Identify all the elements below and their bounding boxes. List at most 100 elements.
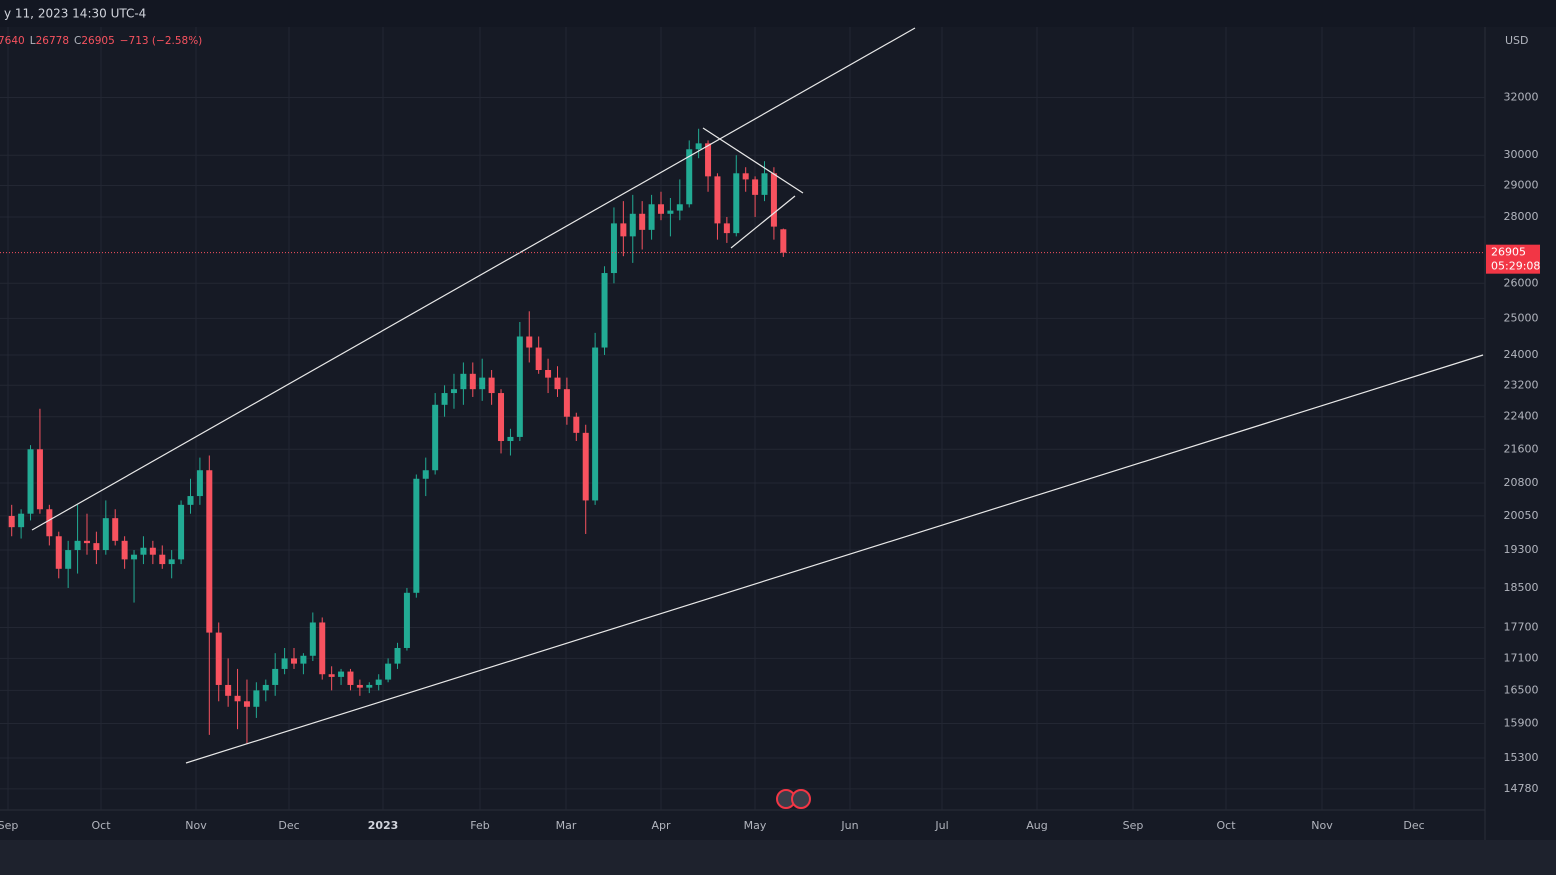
- candle-body: [225, 684, 232, 696]
- candle-body: [356, 684, 363, 688]
- candle-body: [338, 671, 345, 677]
- legend-text: 7640: [0, 35, 25, 47]
- y-tick-label: 17100: [1504, 651, 1539, 664]
- candle-body: [648, 204, 655, 230]
- y-tick-label: 21600: [1504, 442, 1539, 455]
- candle-body: [272, 668, 279, 685]
- y-tick-label: 29000: [1504, 179, 1539, 192]
- candle-body: [375, 679, 382, 685]
- candle-body: [347, 671, 354, 685]
- candle-body: [215, 632, 222, 685]
- candle-body: [554, 377, 561, 390]
- y-tick-label: 15900: [1504, 717, 1539, 730]
- candle-body: [469, 373, 476, 390]
- x-tick-label: Nov: [185, 819, 207, 832]
- legend-text: 26778: [36, 35, 69, 47]
- y-tick-label: 28000: [1504, 210, 1539, 223]
- candle-body: [610, 223, 617, 274]
- event-icon[interactable]: [791, 789, 811, 809]
- candle-body: [159, 554, 166, 565]
- x-tick-label: Sep: [1123, 819, 1144, 832]
- candle-body: [676, 204, 683, 211]
- candle-body: [667, 210, 674, 214]
- candle-body: [83, 540, 90, 544]
- candle-body: [761, 173, 768, 195]
- candle-body: [178, 504, 185, 560]
- candle-body: [620, 223, 627, 237]
- candle-body: [780, 229, 787, 253]
- grid: [0, 27, 1485, 810]
- bottom-bar: [0, 840, 1556, 875]
- candle-body: [582, 432, 589, 501]
- y-tick-label: 17700: [1504, 621, 1539, 634]
- candle-body: [234, 695, 241, 702]
- candle-body: [545, 370, 552, 378]
- candle-body: [18, 513, 25, 528]
- trend-line: [730, 195, 796, 249]
- trend-line: [31, 27, 916, 531]
- x-tick-label: 2023: [368, 819, 399, 832]
- candle-body: [714, 176, 721, 224]
- candle-body: [733, 173, 740, 234]
- candle-body: [705, 143, 712, 177]
- candle-body: [281, 658, 288, 669]
- candle-body: [695, 143, 702, 150]
- candle-body: [168, 559, 175, 565]
- x-tick-label: Jul: [934, 819, 948, 832]
- legend-text: −713 (−2.58%): [120, 35, 203, 47]
- candle-body: [206, 470, 213, 633]
- candle-body: [291, 658, 298, 664]
- x-tick-label: Sep: [0, 819, 18, 832]
- x-tick-label: Mar: [556, 819, 577, 832]
- candle-body: [573, 416, 580, 433]
- candle-body: [629, 213, 636, 237]
- candle-body: [460, 373, 467, 390]
- event-icons: [776, 789, 811, 809]
- candle-body: [74, 540, 81, 551]
- x-tick-label: May: [744, 819, 767, 832]
- y-tick-label: 25000: [1504, 311, 1539, 324]
- y-tick-label: 32000: [1504, 90, 1539, 103]
- trend-line: [702, 127, 804, 194]
- candle-body: [394, 647, 401, 664]
- y-tick-label: 30000: [1504, 148, 1539, 161]
- y-tick-label: 16500: [1504, 683, 1539, 696]
- y-tick-label: 15300: [1504, 751, 1539, 764]
- candle-body: [131, 554, 138, 560]
- x-tick-label: Oct: [91, 819, 111, 832]
- candle-body: [742, 173, 749, 180]
- y-tick-label: 26000: [1504, 276, 1539, 289]
- trend-lines: [31, 27, 1484, 764]
- x-tick-label: Nov: [1311, 819, 1333, 832]
- legend-text: L: [30, 35, 36, 47]
- x-tick-label: Dec: [278, 819, 299, 832]
- candle-body: [422, 470, 429, 479]
- x-tick-label: Apr: [651, 819, 671, 832]
- candle-body: [300, 655, 307, 664]
- candle-body: [686, 149, 693, 205]
- candle-body: [102, 518, 109, 551]
- candle-body: [770, 173, 777, 227]
- candle-body: [441, 393, 448, 405]
- candle-body: [328, 674, 335, 677]
- candle-body: [413, 478, 420, 593]
- candle-body: [253, 690, 260, 707]
- candle-body: [723, 223, 730, 234]
- legend-text: C: [74, 35, 81, 47]
- candle-body: [479, 377, 486, 390]
- candle-body: [65, 550, 72, 569]
- candles: [8, 128, 787, 744]
- currency: USD: [1505, 34, 1529, 47]
- x-tick-label: Feb: [470, 819, 489, 832]
- candle-body: [507, 436, 514, 442]
- candle-body: [403, 592, 410, 648]
- candle-body: [752, 179, 759, 195]
- y-tick-label: 23200: [1504, 378, 1539, 391]
- candle-body: [432, 404, 439, 471]
- candle-body: [319, 622, 326, 675]
- candle-body: [601, 273, 608, 348]
- candle-body: [55, 536, 62, 569]
- candle-body: [121, 540, 128, 560]
